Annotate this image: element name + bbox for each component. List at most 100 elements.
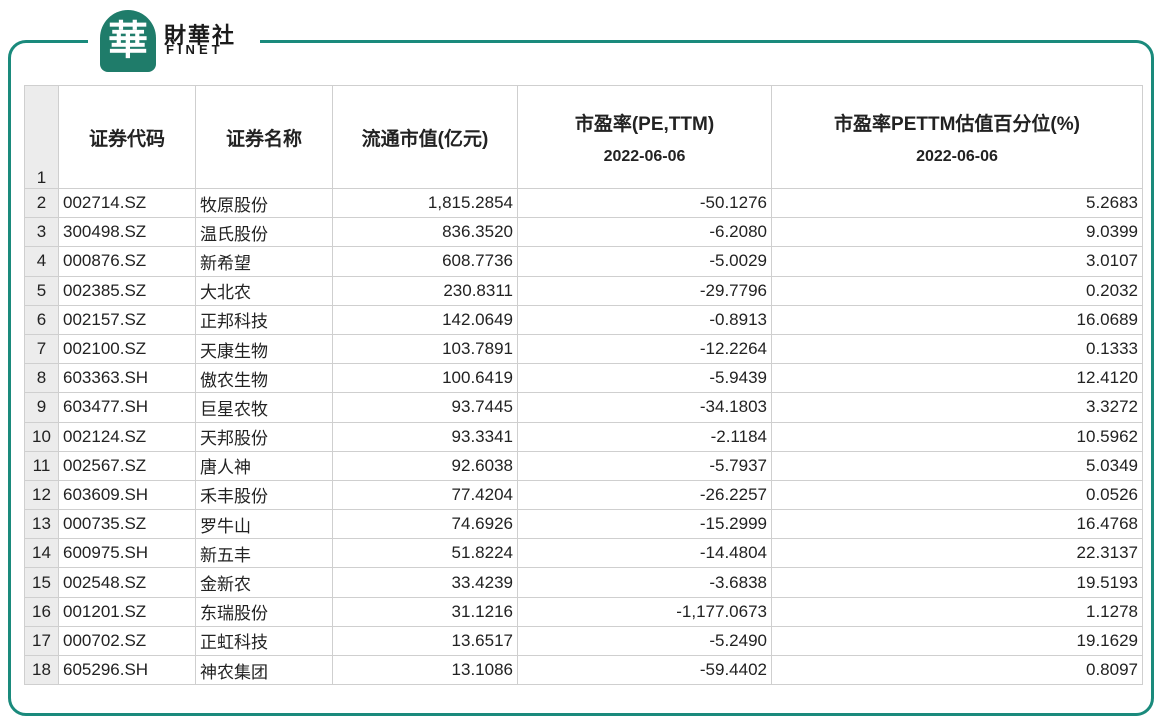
row-number[interactable]: 15 — [24, 567, 59, 598]
cell-name[interactable]: 大北农 — [195, 275, 333, 306]
cell-pe[interactable]: -5.9439 — [517, 363, 772, 394]
cell-pe-percentile[interactable]: 0.2032 — [771, 275, 1143, 306]
row-number[interactable]: 10 — [24, 421, 59, 452]
cell-pe-percentile[interactable]: 10.5962 — [771, 421, 1143, 452]
cell-float-cap[interactable]: 13.1086 — [332, 654, 518, 686]
cell-pe-percentile[interactable]: 5.2683 — [771, 187, 1143, 219]
cell-code[interactable]: 000735.SZ — [58, 509, 196, 540]
cell-code[interactable]: 603477.SH — [58, 392, 196, 423]
cell-pe-percentile[interactable]: 3.3272 — [771, 392, 1143, 423]
cell-float-cap[interactable]: 103.7891 — [332, 333, 518, 365]
cell-pe[interactable]: -59.4402 — [517, 654, 772, 686]
cell-code[interactable]: 002157.SZ — [58, 304, 196, 335]
cell-float-cap[interactable]: 100.6419 — [332, 363, 518, 394]
cell-float-cap[interactable]: 1,815.2854 — [332, 187, 518, 219]
cell-pe-percentile[interactable]: 0.1333 — [771, 333, 1143, 365]
header-pe[interactable]: 市盈率(PE,TTM) 2022-06-06 — [517, 85, 772, 189]
cell-float-cap[interactable]: 33.4239 — [332, 567, 518, 598]
cell-pe[interactable]: -0.8913 — [517, 304, 772, 335]
cell-name[interactable]: 傲农生物 — [195, 363, 333, 394]
cell-pe-percentile[interactable]: 16.4768 — [771, 509, 1143, 540]
cell-name[interactable]: 温氏股份 — [195, 217, 333, 248]
row-number[interactable]: 5 — [24, 275, 59, 306]
cell-float-cap[interactable]: 608.7736 — [332, 246, 518, 277]
cell-name[interactable]: 新五丰 — [195, 538, 333, 569]
cell-pe-percentile[interactable]: 22.3137 — [771, 538, 1143, 569]
cell-code[interactable]: 603363.SH — [58, 363, 196, 394]
cell-float-cap[interactable]: 77.4204 — [332, 479, 518, 511]
header-name[interactable]: 证券名称 — [195, 85, 333, 189]
cell-name[interactable]: 天康生物 — [195, 333, 333, 365]
cell-pe-percentile[interactable]: 19.5193 — [771, 567, 1143, 598]
cell-pe[interactable]: -12.2264 — [517, 333, 772, 365]
cell-code[interactable]: 300498.SZ — [58, 217, 196, 248]
cell-name[interactable]: 天邦股份 — [195, 421, 333, 452]
cell-pe[interactable]: -5.2490 — [517, 625, 772, 657]
cell-code[interactable]: 000876.SZ — [58, 246, 196, 277]
cell-code[interactable]: 605296.SH — [58, 654, 196, 686]
cell-code[interactable]: 600975.SH — [58, 538, 196, 569]
cell-code[interactable]: 002567.SZ — [58, 450, 196, 481]
cell-float-cap[interactable]: 93.7445 — [332, 392, 518, 423]
cell-pe[interactable]: -5.0029 — [517, 246, 772, 277]
cell-float-cap[interactable]: 92.6038 — [332, 450, 518, 481]
row-number[interactable]: 2 — [24, 187, 59, 219]
cell-pe-percentile[interactable]: 0.0526 — [771, 479, 1143, 511]
cell-float-cap[interactable]: 74.6926 — [332, 509, 518, 540]
cell-name[interactable]: 正虹科技 — [195, 625, 333, 657]
cell-pe[interactable]: -15.2999 — [517, 509, 772, 540]
cell-pe[interactable]: -26.2257 — [517, 479, 772, 511]
header-pe-percentile[interactable]: 市盈率PETTM估值百分位(%) 2022-06-06 — [771, 85, 1143, 189]
row-number[interactable]: 11 — [24, 450, 59, 481]
row-number[interactable]: 4 — [24, 246, 59, 277]
cell-pe-percentile[interactable]: 5.0349 — [771, 450, 1143, 481]
row-number[interactable]: 17 — [24, 625, 59, 657]
cell-name[interactable]: 东瑞股份 — [195, 596, 333, 627]
header-code[interactable]: 证券代码 — [58, 85, 196, 189]
cell-pe-percentile[interactable]: 9.0399 — [771, 217, 1143, 248]
row-number[interactable]: 18 — [24, 654, 59, 686]
cell-name[interactable]: 正邦科技 — [195, 304, 333, 335]
cell-float-cap[interactable]: 836.3520 — [332, 217, 518, 248]
cell-pe[interactable]: -29.7796 — [517, 275, 772, 306]
cell-name[interactable]: 唐人神 — [195, 450, 333, 481]
cell-pe[interactable]: -34.1803 — [517, 392, 772, 423]
cell-code[interactable]: 000702.SZ — [58, 625, 196, 657]
cell-pe-percentile[interactable]: 12.4120 — [771, 363, 1143, 394]
row-number[interactable]: 7 — [24, 333, 59, 365]
cell-code[interactable]: 002100.SZ — [58, 333, 196, 365]
cell-name[interactable]: 巨星农牧 — [195, 392, 333, 423]
cell-name[interactable]: 新希望 — [195, 246, 333, 277]
cell-pe[interactable]: -50.1276 — [517, 187, 772, 219]
cell-name[interactable]: 牧原股份 — [195, 187, 333, 219]
cell-float-cap[interactable]: 51.8224 — [332, 538, 518, 569]
row-number[interactable]: 9 — [24, 392, 59, 423]
row-number[interactable]: 1 — [24, 85, 59, 189]
row-number[interactable]: 8 — [24, 363, 59, 394]
cell-pe[interactable]: -3.6838 — [517, 567, 772, 598]
cell-pe-percentile[interactable]: 1.1278 — [771, 596, 1143, 627]
row-number[interactable]: 16 — [24, 596, 59, 627]
cell-float-cap[interactable]: 13.6517 — [332, 625, 518, 657]
cell-pe[interactable]: -5.7937 — [517, 450, 772, 481]
cell-code[interactable]: 002714.SZ — [58, 187, 196, 219]
cell-pe-percentile[interactable]: 0.8097 — [771, 654, 1143, 686]
cell-pe-percentile[interactable]: 19.1629 — [771, 625, 1143, 657]
cell-name[interactable]: 罗牛山 — [195, 509, 333, 540]
cell-pe[interactable]: -1,177.0673 — [517, 596, 772, 627]
cell-float-cap[interactable]: 230.8311 — [332, 275, 518, 306]
row-number[interactable]: 3 — [24, 217, 59, 248]
header-float-cap[interactable]: 流通市值(亿元) — [332, 85, 518, 189]
cell-pe-percentile[interactable]: 16.0689 — [771, 304, 1143, 335]
row-number[interactable]: 12 — [24, 479, 59, 511]
cell-pe[interactable]: -6.2080 — [517, 217, 772, 248]
cell-float-cap[interactable]: 31.1216 — [332, 596, 518, 627]
cell-name[interactable]: 金新农 — [195, 567, 333, 598]
row-number[interactable]: 14 — [24, 538, 59, 569]
row-number[interactable]: 6 — [24, 304, 59, 335]
cell-code[interactable]: 002548.SZ — [58, 567, 196, 598]
cell-float-cap[interactable]: 93.3341 — [332, 421, 518, 452]
cell-pe-percentile[interactable]: 3.0107 — [771, 246, 1143, 277]
row-number[interactable]: 13 — [24, 509, 59, 540]
cell-pe[interactable]: -14.4804 — [517, 538, 772, 569]
